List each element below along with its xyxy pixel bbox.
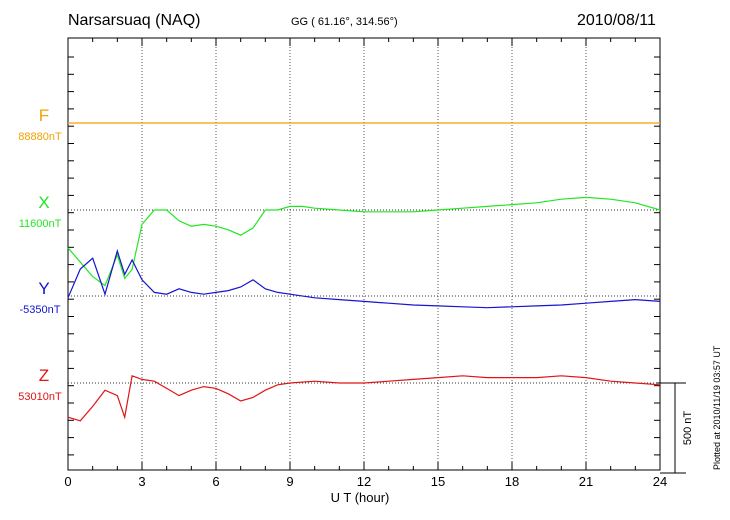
trace-y [67,248,661,309]
baseline-value-z: 53010nT [18,391,62,403]
baseline-value-y: -5350nT [20,304,61,316]
x-tick-label: 12 [357,474,371,489]
component-letter-z: Z [39,366,49,385]
component-letter-x: X [38,193,49,212]
baseline-value-f: 88880nT [18,131,62,143]
x-tick-label: 24 [653,474,667,489]
record-date: 2010/08/11 [577,12,656,29]
x-tick-label: 15 [431,474,445,489]
x-tick-label: 9 [286,474,293,489]
component-letter-y: Y [38,279,49,298]
trace-x [67,196,661,287]
x-tick-label: 6 [212,474,219,489]
trace-z [67,374,661,422]
x-tick-label: 18 [505,474,519,489]
scale-bar-label: 500 nT [682,411,694,446]
station-title: Narsarsuaq (NAQ) [68,12,201,29]
x-tick-label: 0 [64,474,71,489]
component-letter-f: F [39,106,49,125]
x-axis-label: U T (hour) [331,490,390,505]
station-coordinates: GG ( 61.16°, 314.56°) [291,16,398,28]
x-tick-label: 3 [138,474,145,489]
x-tick-label: 21 [579,474,593,489]
baseline-value-x: 11600nT [19,218,62,230]
